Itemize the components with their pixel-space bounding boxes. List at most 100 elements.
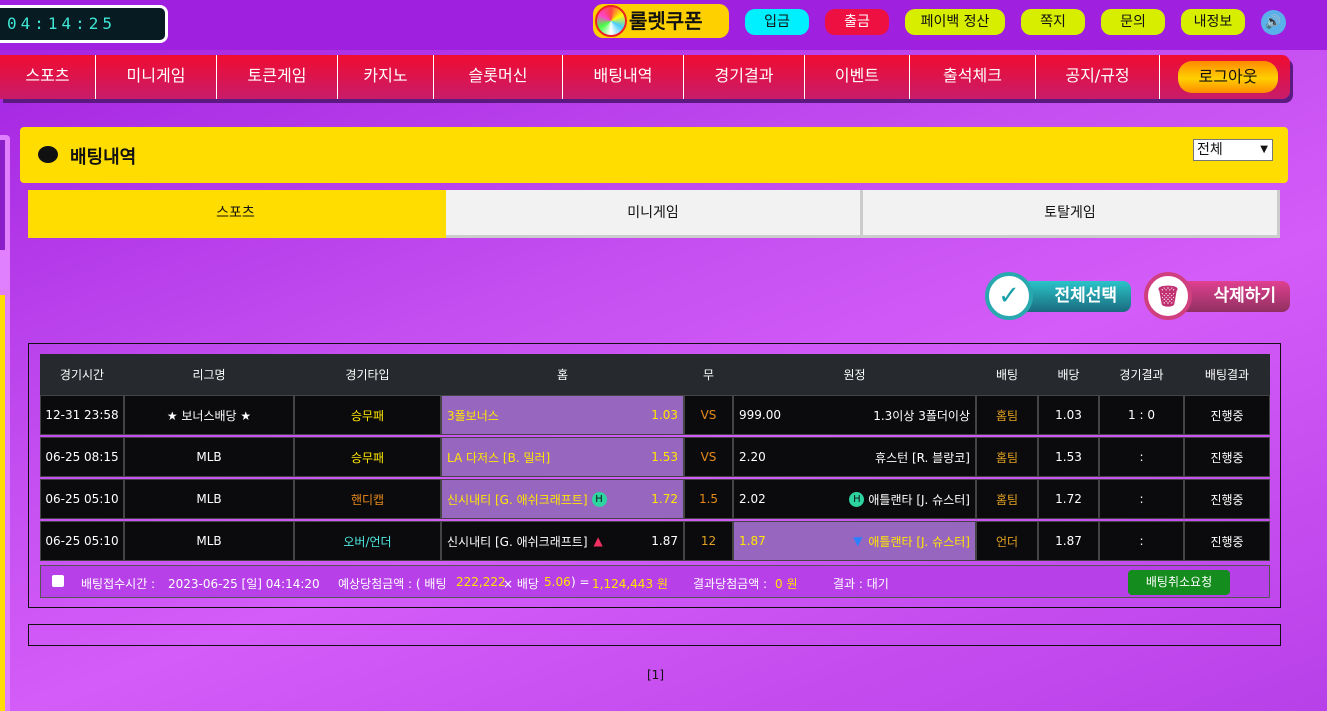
column-header: 원정 [733, 354, 976, 395]
league: MLB [124, 479, 294, 519]
bet-pick: 홈팀 [976, 479, 1038, 519]
time-label: 배팅접수시간 : [81, 577, 156, 591]
check-icon: ✓ [985, 272, 1033, 320]
cancel-bet-button[interactable]: 배팅취소요청 [1128, 570, 1230, 595]
bet-pick: 홈팀 [976, 395, 1038, 435]
home-cell[interactable]: 신시내티 [G. 애쉬크래프트] ▲ 1.87 [441, 521, 684, 561]
left-sidebar [0, 135, 10, 711]
top-button-1[interactable]: 출금 [825, 9, 889, 35]
match-result: : [1099, 479, 1184, 519]
bet-status: 진행중 [1184, 395, 1270, 435]
select-checkbox[interactable] [52, 575, 64, 587]
game-type: 오버/언더 [294, 521, 441, 561]
times-label: × 배당 [503, 577, 539, 591]
column-header: 경기타입 [294, 354, 441, 395]
pagination-page-1[interactable]: [1] [647, 668, 664, 682]
top-button-0[interactable]: 입금 [745, 9, 809, 35]
nav-item-1[interactable]: 미니게임 [96, 55, 217, 99]
away-cell[interactable]: 999.00 1.3이상 3폴더이상 [733, 395, 976, 435]
total-odds: 5.06 [544, 575, 571, 589]
home-team: 신시내티 [G. 애쉬크래프트] [447, 492, 588, 507]
main-nav: 스포츠 미니게임 토큰게임 카지노 슬롯머신 배팅내역 경기결과 이벤트 출석체크 공지/규정 로그… [0, 55, 1290, 99]
result-status: 결과 : 대기 [833, 577, 889, 591]
nav-item-7[interactable]: 이벤트 [805, 55, 910, 99]
away-team: 애틀랜타 [J. 슈스터] [868, 492, 970, 507]
away-cell[interactable]: 1.87 ▼ 애틀랜타 [J. 슈스터] [733, 521, 976, 561]
delete-button[interactable]: 삭제하기 🗑 [1144, 272, 1290, 320]
away-cell[interactable]: 2.20 휴스턴 [R. 블랑코] [733, 437, 976, 477]
home-team: LA 다저스 [B. 밀러] [447, 450, 551, 465]
chevron-down-icon: ▼ [1260, 144, 1268, 155]
speaker-icon[interactable]: 🔊 [1261, 10, 1286, 35]
expected-win: 1,124,443 원 [592, 577, 668, 591]
table-row[interactable]: 06-25 05:10 MLB 핸디캡 신시내티 [G. 애쉬크래프트] H 1.7… [40, 479, 1270, 519]
bet-odds: 1.03 [1038, 395, 1099, 435]
tab-sports[interactable]: 스포츠 [28, 190, 446, 238]
nav-item-2[interactable]: 토큰게임 [217, 55, 338, 99]
game-type: 핸디캡 [294, 479, 441, 519]
table-row[interactable]: 12-31 23:58 ★ 보너스배당 ★ 승무패 3폴보너스 1.03 VS 9… [40, 395, 1270, 435]
handicap-icon: H [849, 491, 865, 507]
logo-text: 룰렛쿠폰 [629, 9, 703, 33]
roulette-coupon-logo[interactable]: 룰렛쿠폰 [593, 4, 729, 38]
nav-item-6[interactable]: 경기결과 [684, 55, 805, 99]
bet-slip: 경기시간 리그명 경기타입 홈 무 원정 배팅 배당 경기결과 배팅결과 12-31 23:58 … [28, 343, 1281, 608]
draw-cell: 12 [684, 521, 733, 561]
select-all-button[interactable]: 전체선택 ✓ [985, 272, 1131, 320]
away-team: 휴스턴 [R. 블랑코] [875, 450, 970, 465]
roulette-wheel-icon [595, 5, 627, 37]
away-odds: 2.02 [739, 492, 766, 506]
match-time: 06-25 05:10 [40, 521, 124, 561]
nav-item-0[interactable]: 스포츠 [0, 55, 96, 99]
won-label: 결과당첨금액 : [693, 577, 768, 591]
table-row[interactable]: 06-25 05:10 MLB 오버/언더 신시내티 [G. 애쉬크래프트] ▲ 1… [40, 521, 1270, 561]
away-cell[interactable]: 2.02 H 애틀랜타 [J. 슈스터] [733, 479, 976, 519]
nav-item-5[interactable]: 배팅내역 [563, 55, 684, 99]
handicap-icon: H [591, 491, 607, 507]
away-team: 애틀랜타 [J. 슈스터] [868, 534, 970, 549]
home-cell[interactable]: 3폴보너스 1.03 [441, 395, 684, 435]
away-team: 1.3이상 3폴더이상 [873, 408, 970, 423]
home-cell[interactable]: 신시내티 [G. 애쉬크래프트] H 1.72 [441, 479, 684, 519]
home-odds: 1.53 [651, 450, 678, 464]
table-header: 경기시간 리그명 경기타입 홈 무 원정 배팅 배당 경기결과 배팅결과 [40, 354, 1270, 395]
table-row[interactable]: 06-25 08:15 MLB 승무패 LA 다저스 [B. 밀러] 1.53 V… [40, 437, 1270, 477]
top-button-5[interactable]: 내정보 [1181, 9, 1245, 35]
top-button-2[interactable]: 페이백 정산 [905, 9, 1005, 35]
league: MLB [124, 437, 294, 477]
league: MLB [124, 521, 294, 561]
league: ★ 보너스배당 ★ [124, 395, 294, 435]
nav-item-4[interactable]: 슬롯머신 [434, 55, 563, 99]
under-down-icon: ▼ [853, 534, 863, 548]
home-team: 3폴보너스 [447, 408, 499, 423]
nav-item-3[interactable]: 카지노 [338, 55, 434, 99]
top-button-4[interactable]: 문의 [1101, 9, 1165, 35]
column-header: 배팅결과 [1184, 354, 1270, 395]
equals: ) = [571, 575, 590, 589]
column-header: 경기결과 [1099, 354, 1184, 395]
tab-minigame[interactable]: 미니게임 [446, 190, 863, 238]
match-result: 1 : 0 [1099, 395, 1184, 435]
filter-select[interactable]: 전체 ▼ [1193, 139, 1273, 161]
bet-odds: 1.53 [1038, 437, 1099, 477]
home-cell[interactable]: LA 다저스 [B. 밀러] 1.53 [441, 437, 684, 477]
away-odds: 1.87 [739, 534, 766, 548]
clock: 04:14:25 [0, 5, 168, 43]
filter-value: 전체 [1197, 142, 1223, 158]
bet-pick: 언더 [976, 521, 1038, 561]
logout-button[interactable]: 로그아웃 [1178, 61, 1278, 93]
away-odds: 999.00 [739, 408, 781, 422]
top-button-3[interactable]: 쪽지 [1021, 9, 1085, 35]
column-header: 경기시간 [40, 354, 124, 395]
tab-totalgame[interactable]: 토탈게임 [863, 190, 1280, 238]
bet-odds: 1.87 [1038, 521, 1099, 561]
home-odds: 1.72 [651, 492, 678, 506]
nav-item-8[interactable]: 출석체크 [910, 55, 1036, 99]
bet-summary: 배팅접수시간 : 2023-06-25 [일] 04:14:20 예상당첨금액 … [40, 565, 1270, 598]
column-header: 홈 [441, 354, 684, 395]
nav-item-9[interactable]: 공지/규정 [1036, 55, 1160, 99]
home-odds: 1.87 [651, 534, 678, 548]
bet-status: 진행중 [1184, 437, 1270, 477]
match-time: 06-25 08:15 [40, 437, 124, 477]
game-type: 승무패 [294, 437, 441, 477]
